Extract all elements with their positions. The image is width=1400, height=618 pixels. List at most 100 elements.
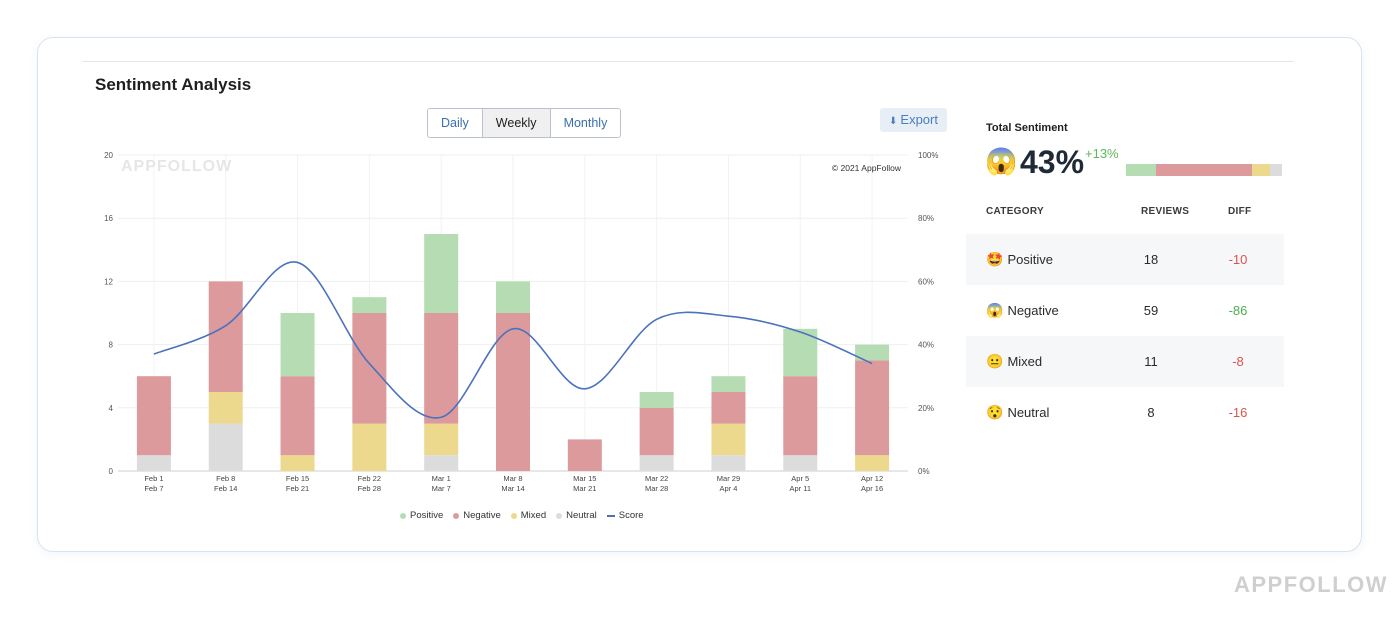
table-row-negative[interactable]: 😱 Negative 59 -86 (966, 285, 1284, 336)
sentiment-distribution-bar (1126, 164, 1282, 176)
diff-header: DIFF (1228, 206, 1252, 217)
export-button[interactable]: ⬇ Export (880, 108, 947, 132)
period-toggle: Daily Weekly Monthly (427, 108, 622, 138)
category-cell: 😯 Neutral (986, 387, 1049, 438)
x-tick-label: Apr 11 (789, 484, 811, 493)
bar-mixed (208, 392, 243, 424)
bar-positive (711, 376, 746, 392)
distribution-negative (1155, 164, 1253, 176)
bar-positive (280, 313, 315, 377)
x-tick-label: Apr 4 (719, 484, 737, 493)
total-sentiment-value: 43% (1020, 144, 1085, 180)
table-row-positive[interactable]: 🤩 Positive 18 -10 (966, 234, 1284, 285)
bar-negative (783, 376, 818, 456)
legend-mixed[interactable]: Mixed (510, 510, 546, 521)
bar-mixed (280, 455, 315, 471)
bar-negative (855, 360, 890, 456)
y-tick-label: 0 (109, 467, 114, 476)
x-tick-label: Mar 29 (717, 474, 740, 483)
scream-emoji-icon: 😱 (986, 302, 1004, 318)
x-tick-label: Mar 22 (645, 474, 668, 483)
y2-tick-label: 60% (918, 277, 934, 286)
total-sentiment-label: Total Sentiment (986, 122, 1068, 134)
legend-positive[interactable]: Positive (400, 510, 443, 521)
x-tick-label: Mar 28 (645, 484, 668, 493)
bar-positive (855, 344, 890, 361)
y2-tick-label: 100% (918, 151, 938, 160)
x-tick-label: Mar 15 (573, 474, 596, 483)
x-tick-label: Apr 12 (861, 474, 883, 483)
x-tick-label: Mar 8 (503, 474, 522, 483)
bar-positive (352, 297, 387, 313)
chart-watermark: APPFOLLOW (121, 158, 232, 175)
top-divider (82, 61, 1294, 62)
bar-negative (208, 281, 243, 392)
bar-mixed (424, 423, 459, 456)
category-cell: 😐 Mixed (986, 336, 1042, 387)
legend-mixed-swatch (510, 512, 517, 519)
bar-neutral (136, 455, 171, 471)
bar-neutral (639, 455, 674, 471)
chart-copyright: © 2021 AppFollow (832, 163, 902, 173)
weekly-button[interactable]: Weekly (482, 109, 551, 137)
y2-tick-label: 40% (918, 341, 934, 350)
bar-neutral (783, 455, 818, 471)
category-label: Mixed (1007, 354, 1043, 369)
x-tick-label: Mar 7 (432, 484, 451, 493)
score-line (153, 261, 873, 419)
bar-negative (711, 392, 746, 424)
x-tick-label: Mar 1 (432, 474, 451, 483)
diff-cell: -10 (1228, 252, 1248, 267)
bar-negative (352, 313, 387, 424)
bar-negative (280, 376, 315, 456)
x-tick-label: Feb 14 (214, 484, 237, 493)
daily-button[interactable]: Daily (428, 109, 483, 137)
total-sentiment-diff: +13% (1085, 146, 1119, 161)
download-icon: ⬇ (889, 116, 898, 127)
chart-legend: Positive Negative Mixed Neutral Score (400, 510, 644, 521)
table-row-neutral[interactable]: 😯 Neutral 8 -16 (966, 387, 1284, 438)
x-tick-label: Feb 22 (358, 474, 381, 483)
bar-positive (496, 281, 530, 313)
bar-mixed (711, 423, 746, 456)
legend-score-label: Score (618, 510, 644, 521)
bar-negative (136, 376, 171, 456)
table-row-mixed[interactable]: 😐 Mixed 11 -8 (966, 336, 1284, 387)
bar-negative (496, 313, 530, 471)
monthly-button[interactable]: Monthly (550, 109, 621, 137)
bar-positive (424, 234, 459, 313)
legend-negative[interactable]: Negative (453, 510, 501, 521)
bar-negative (567, 439, 602, 471)
y-tick-label: 12 (104, 277, 113, 286)
x-tick-label: Feb 7 (144, 484, 163, 493)
reviews-cell: 8 (1147, 405, 1155, 420)
reviews-cell: 18 (1143, 252, 1159, 267)
scream-emoji-icon: 😱 (985, 146, 1018, 176)
bar-negative (639, 407, 674, 456)
category-cell: 😱 Negative (986, 285, 1059, 336)
x-tick-label: Apr 5 (791, 474, 809, 483)
y-tick-label: 8 (109, 341, 114, 350)
x-tick-label: Feb 8 (216, 474, 235, 483)
legend-neutral[interactable]: Neutral (556, 510, 597, 521)
x-tick-label: Mar 14 (501, 484, 524, 493)
bar-mixed (352, 423, 387, 471)
reviews-cell: 11 (1144, 354, 1158, 369)
reviews-cell: 59 (1143, 303, 1159, 318)
bar-mixed (855, 455, 890, 471)
category-label: Neutral (1007, 405, 1050, 420)
bar-neutral (208, 423, 243, 471)
neutral-face-emoji-icon: 😐 (986, 353, 1004, 369)
x-tick-label: Feb 28 (358, 484, 381, 493)
distribution-mixed (1252, 164, 1270, 176)
diff-cell: -16 (1228, 405, 1248, 420)
legend-score[interactable]: Score (606, 510, 644, 521)
star-struck-emoji-icon: 🤩 (986, 251, 1004, 267)
legend-positive-swatch (400, 512, 406, 519)
bar-neutral (711, 455, 746, 471)
bar-neutral (424, 455, 459, 471)
y2-tick-label: 80% (918, 214, 934, 223)
bar-negative (424, 313, 459, 424)
distribution-positive (1126, 164, 1156, 176)
